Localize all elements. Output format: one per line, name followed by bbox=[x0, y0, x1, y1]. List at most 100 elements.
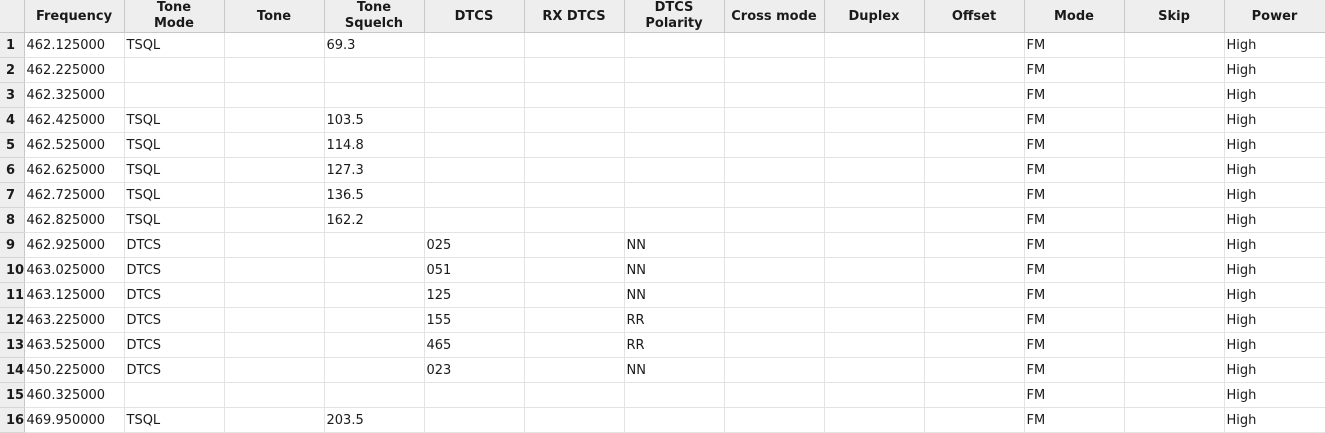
cell-frequency[interactable]: 469.950000 bbox=[24, 407, 125, 433]
cell-duplex[interactable] bbox=[824, 232, 925, 258]
cell-tone[interactable] bbox=[224, 307, 325, 333]
cell-rx-dtcs[interactable] bbox=[524, 132, 625, 158]
cell-dtcs-polarity[interactable]: NN bbox=[624, 257, 725, 283]
cell-tone-mode[interactable]: TSQL bbox=[124, 32, 225, 58]
cell-tone-squelch[interactable] bbox=[324, 57, 425, 83]
cell-frequency[interactable]: 463.025000 bbox=[24, 257, 125, 283]
cell-rx-dtcs[interactable] bbox=[524, 182, 625, 208]
cell-offset[interactable] bbox=[924, 82, 1025, 108]
cell-dtcs-polarity[interactable] bbox=[624, 157, 725, 183]
cell-skip[interactable] bbox=[1124, 32, 1225, 58]
cell-dtcs-polarity[interactable] bbox=[624, 107, 725, 133]
cell-rx-dtcs[interactable] bbox=[524, 407, 625, 433]
column-header-offset[interactable]: Offset bbox=[924, 0, 1025, 33]
cell-dtcs[interactable] bbox=[424, 107, 525, 133]
cell-frequency[interactable]: 462.225000 bbox=[24, 57, 125, 83]
cell-offset[interactable] bbox=[924, 107, 1025, 133]
cell-cross-mode[interactable] bbox=[724, 307, 825, 333]
cell-dtcs-polarity[interactable] bbox=[624, 57, 725, 83]
column-header-cross-mode[interactable]: Cross mode bbox=[724, 0, 825, 33]
cell-duplex[interactable] bbox=[824, 57, 925, 83]
cell-duplex[interactable] bbox=[824, 207, 925, 233]
cell-tone[interactable] bbox=[224, 282, 325, 308]
cell-frequency[interactable]: 462.925000 bbox=[24, 232, 125, 258]
cell-duplex[interactable] bbox=[824, 332, 925, 358]
cell-dtcs-polarity[interactable] bbox=[624, 132, 725, 158]
cell-dtcs[interactable] bbox=[424, 132, 525, 158]
cell-tone[interactable] bbox=[224, 382, 325, 408]
cell-frequency[interactable]: 462.325000 bbox=[24, 82, 125, 108]
row-number[interactable]: 8 bbox=[0, 207, 25, 233]
cell-cross-mode[interactable] bbox=[724, 157, 825, 183]
table-row[interactable]: 15 460.325000 FM High bbox=[0, 382, 1325, 408]
cell-duplex[interactable] bbox=[824, 357, 925, 383]
cell-tone-squelch[interactable] bbox=[324, 332, 425, 358]
cell-cross-mode[interactable] bbox=[724, 107, 825, 133]
row-number[interactable]: 12 bbox=[0, 307, 25, 333]
cell-rx-dtcs[interactable] bbox=[524, 257, 625, 283]
table-row[interactable]: 13 463.525000 DTCS 465 RR FM High bbox=[0, 332, 1325, 358]
cell-tone-squelch[interactable]: 136.5 bbox=[324, 182, 425, 208]
cell-cross-mode[interactable] bbox=[724, 257, 825, 283]
table-row[interactable]: 11 463.125000 DTCS 125 NN FM High bbox=[0, 282, 1325, 308]
cell-tone[interactable] bbox=[224, 232, 325, 258]
cell-tone[interactable] bbox=[224, 257, 325, 283]
cell-offset[interactable] bbox=[924, 57, 1025, 83]
cell-skip[interactable] bbox=[1124, 132, 1225, 158]
cell-duplex[interactable] bbox=[824, 282, 925, 308]
cell-power[interactable]: High bbox=[1224, 382, 1325, 408]
cell-tone-mode[interactable]: TSQL bbox=[124, 182, 225, 208]
cell-rx-dtcs[interactable] bbox=[524, 382, 625, 408]
table-row[interactable]: 8 462.825000 TSQL 162.2 FM High bbox=[0, 207, 1325, 233]
cell-offset[interactable] bbox=[924, 307, 1025, 333]
cell-duplex[interactable] bbox=[824, 307, 925, 333]
cell-tone-squelch[interactable] bbox=[324, 82, 425, 108]
table-row[interactable]: 7 462.725000 TSQL 136.5 FM High bbox=[0, 182, 1325, 208]
column-header-skip[interactable]: Skip bbox=[1124, 0, 1225, 33]
cell-mode[interactable]: FM bbox=[1024, 282, 1125, 308]
cell-dtcs[interactable]: 125 bbox=[424, 282, 525, 308]
cell-power[interactable]: High bbox=[1224, 357, 1325, 383]
cell-dtcs[interactable] bbox=[424, 32, 525, 58]
cell-frequency[interactable]: 450.225000 bbox=[24, 357, 125, 383]
column-header-dtcs-polarity[interactable]: DTCS Polarity bbox=[624, 0, 725, 33]
cell-tone-squelch[interactable] bbox=[324, 382, 425, 408]
cell-dtcs-polarity[interactable]: NN bbox=[624, 357, 725, 383]
column-header-frequency[interactable]: Frequency bbox=[24, 0, 125, 33]
cell-power[interactable]: High bbox=[1224, 182, 1325, 208]
cell-dtcs-polarity[interactable] bbox=[624, 407, 725, 433]
cell-tone[interactable] bbox=[224, 407, 325, 433]
cell-mode[interactable]: FM bbox=[1024, 357, 1125, 383]
table-row[interactable]: 9 462.925000 DTCS 025 NN FM High bbox=[0, 232, 1325, 258]
cell-tone-mode[interactable]: TSQL bbox=[124, 157, 225, 183]
cell-power[interactable]: High bbox=[1224, 307, 1325, 333]
cell-rx-dtcs[interactable] bbox=[524, 307, 625, 333]
cell-dtcs[interactable] bbox=[424, 182, 525, 208]
cell-skip[interactable] bbox=[1124, 57, 1225, 83]
cell-mode[interactable]: FM bbox=[1024, 157, 1125, 183]
row-number[interactable]: 5 bbox=[0, 132, 25, 158]
cell-mode[interactable]: FM bbox=[1024, 407, 1125, 433]
cell-frequency[interactable]: 462.125000 bbox=[24, 32, 125, 58]
cell-tone-mode[interactable]: DTCS bbox=[124, 282, 225, 308]
row-number[interactable]: 15 bbox=[0, 382, 25, 408]
cell-duplex[interactable] bbox=[824, 157, 925, 183]
table-row[interactable]: 6 462.625000 TSQL 127.3 FM High bbox=[0, 157, 1325, 183]
cell-skip[interactable] bbox=[1124, 332, 1225, 358]
cell-tone-mode[interactable]: TSQL bbox=[124, 407, 225, 433]
cell-duplex[interactable] bbox=[824, 107, 925, 133]
column-header-power[interactable]: Power bbox=[1224, 0, 1325, 33]
cell-rx-dtcs[interactable] bbox=[524, 232, 625, 258]
row-number[interactable]: 4 bbox=[0, 107, 25, 133]
cell-skip[interactable] bbox=[1124, 232, 1225, 258]
cell-skip[interactable] bbox=[1124, 257, 1225, 283]
cell-dtcs[interactable]: 023 bbox=[424, 357, 525, 383]
cell-dtcs-polarity[interactable]: NN bbox=[624, 282, 725, 308]
cell-offset[interactable] bbox=[924, 182, 1025, 208]
table-row[interactable]: 12 463.225000 DTCS 155 RR FM High bbox=[0, 307, 1325, 333]
cell-dtcs-polarity[interactable]: NN bbox=[624, 232, 725, 258]
cell-offset[interactable] bbox=[924, 332, 1025, 358]
column-header-mode[interactable]: Mode bbox=[1024, 0, 1125, 33]
cell-tone-mode[interactable] bbox=[124, 82, 225, 108]
column-header-dtcs[interactable]: DTCS bbox=[424, 0, 525, 33]
